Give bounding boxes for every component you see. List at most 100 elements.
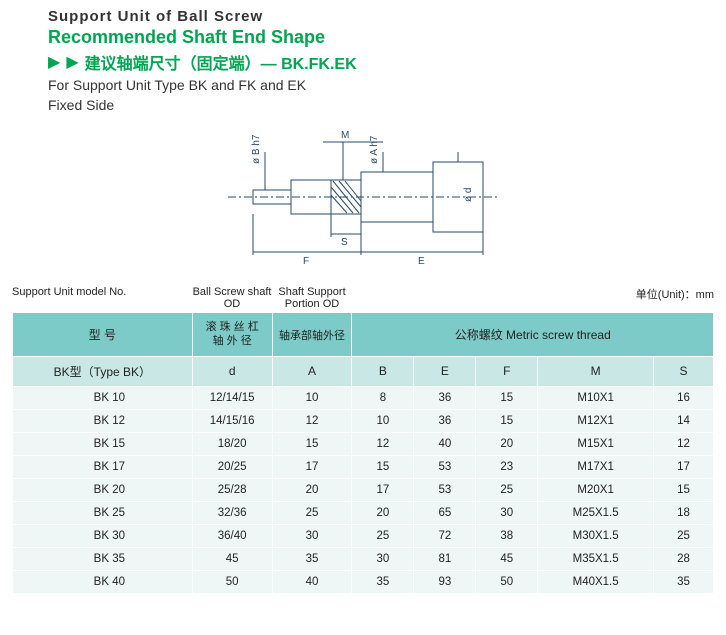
cell-e: 81 [414,547,476,570]
cell-s: 18 [654,501,714,524]
cell-m: M40X1.5 [538,570,654,593]
cell-s: 28 [654,547,714,570]
cell-model: BK 25 [13,501,193,524]
label-shaft-support-od: Shaft Support Portion OD [272,286,352,310]
table-row: BK 2025/2820175325M20X115 [13,478,714,501]
label-f: F [303,256,309,267]
cell-b: 20 [352,501,414,524]
cell-b: 30 [352,547,414,570]
cell-d: 32/36 [192,501,272,524]
th-d-cn: 滚 珠 丝 杠 轴 外 径 [192,313,272,356]
cell-a: 30 [272,524,352,547]
label-phi-b: ø B h7 [251,134,262,164]
th-model-cn: 型 号 [13,313,193,356]
cell-s: 15 [654,478,714,501]
cell-model: BK 15 [13,432,193,455]
cell-b: 25 [352,524,414,547]
cell-model: BK 10 [13,386,193,409]
diagram-container: M S F E ø B h7 ø A h7 ø d [0,122,726,272]
cell-b: 8 [352,386,414,409]
cell-model: BK 40 [13,570,193,593]
header-block: Support Unit of Ball Screw Recommended S… [0,0,726,114]
cell-a: 10 [272,386,352,409]
th-d: d [192,356,272,386]
cell-e: 53 [414,478,476,501]
cell-a: 15 [272,432,352,455]
subtitle-row: ▶ ▶ 建议轴端尺寸（固定端）— BK.FK.EK [48,50,726,74]
th-s: S [654,356,714,386]
cell-f: 30 [476,501,538,524]
table-body: BK 1012/14/151083615M10X116BK 1214/15/16… [13,386,714,593]
cell-e: 65 [414,501,476,524]
th-e: E [414,356,476,386]
th-type-bk: BK型（Type BK） [13,356,193,386]
cell-s: 25 [654,524,714,547]
th-f: F [476,356,538,386]
main-title: Support Unit of Ball Screw [48,8,726,25]
cell-model: BK 20 [13,478,193,501]
cell-d: 25/28 [192,478,272,501]
th-b: B [352,356,414,386]
cell-f: 45 [476,547,538,570]
triangle-right-icon: ▶ [66,52,78,72]
label-s: S [341,237,348,248]
cell-a: 25 [272,501,352,524]
cell-model: BK 35 [13,547,193,570]
th-metric-thread: 公称螺纹 Metric screw thread [352,313,714,356]
cell-a: 12 [272,409,352,432]
cell-f: 23 [476,455,538,478]
cell-b: 15 [352,455,414,478]
cell-d: 45 [192,547,272,570]
cell-d: 50 [192,570,272,593]
cell-a: 17 [272,455,352,478]
cell-b: 10 [352,409,414,432]
cell-model: BK 12 [13,409,193,432]
label-m: M [341,130,349,141]
cell-f: 15 [476,386,538,409]
cell-f: 25 [476,478,538,501]
cell-d: 20/25 [192,455,272,478]
cell-f: 15 [476,409,538,432]
cell-d: 12/14/15 [192,386,272,409]
cell-e: 36 [414,409,476,432]
cell-s: 14 [654,409,714,432]
label-e: E [418,256,425,267]
cell-m: M15X1 [538,432,654,455]
table-row: BK 405040359350M40X1.535 [13,570,714,593]
cell-s: 35 [654,570,714,593]
cell-f: 38 [476,524,538,547]
shaft-diagram: M S F E ø B h7 ø A h7 ø d [223,122,503,272]
label-ball-screw-od: Ball Screw shaft OD [192,286,272,310]
cell-m: M25X1.5 [538,501,654,524]
cell-model: BK 17 [13,455,193,478]
cell-f: 20 [476,432,538,455]
cell-d: 18/20 [192,432,272,455]
table-row: BK 1518/2015124020M15X112 [13,432,714,455]
cell-m: M12X1 [538,409,654,432]
cell-s: 17 [654,455,714,478]
cell-e: 72 [414,524,476,547]
cell-m: M35X1.5 [538,547,654,570]
table-row: BK 1720/2517155323M17X117 [13,455,714,478]
cell-m: M30X1.5 [538,524,654,547]
th-m: M [538,356,654,386]
cell-e: 53 [414,455,476,478]
cell-e: 40 [414,432,476,455]
cell-a: 35 [272,547,352,570]
cell-m: M20X1 [538,478,654,501]
label-model-no: Support Unit model No. [12,286,192,310]
recommended-title: Recommended Shaft End Shape [48,27,726,48]
cell-d: 36/40 [192,524,272,547]
table-row: BK 2532/3625206530M25X1.518 [13,501,714,524]
triangle-right-icon: ▶ [48,52,60,72]
cell-m: M10X1 [538,386,654,409]
cell-a: 40 [272,570,352,593]
th-a: A [272,356,352,386]
table-row: BK 354535308145M35X1.528 [13,547,714,570]
table-row: BK 1214/15/1612103615M12X114 [13,409,714,432]
cell-e: 93 [414,570,476,593]
label-phi-a: ø A h7 [369,136,380,165]
cell-e: 36 [414,386,476,409]
unit-label: 单位(Unit)：mm [636,286,714,310]
spec-table: 型 号 滚 珠 丝 杠 轴 外 径 轴承部轴外径 公称螺纹 Metric scr… [12,312,714,593]
